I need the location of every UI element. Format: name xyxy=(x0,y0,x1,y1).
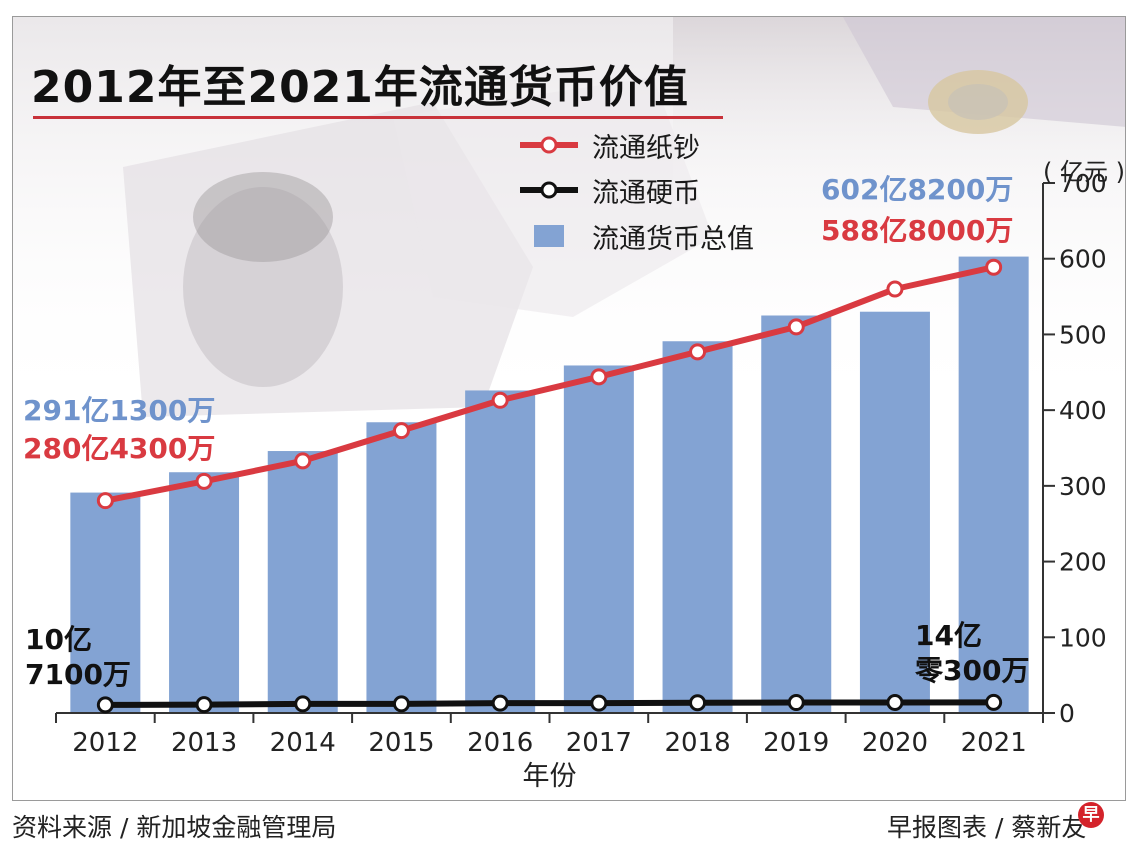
annotation-total-2021: 602亿8200万 xyxy=(821,173,1014,206)
title-underline xyxy=(33,116,723,119)
x-axis-title: 年份 xyxy=(523,761,577,792)
annotation-coins-2012-line2: 7100万 xyxy=(25,658,131,691)
notes-point-2012 xyxy=(96,492,114,510)
x-tick-label: 2021 xyxy=(961,728,1027,758)
x-tick-label: 2018 xyxy=(664,728,730,758)
x-tick-label: 2013 xyxy=(171,728,237,758)
coins-line xyxy=(105,699,994,708)
y-tick-label: 200 xyxy=(1059,548,1107,577)
legend-swatch-notes xyxy=(520,136,578,154)
legend-item-total: 流通货币总值 xyxy=(518,216,754,256)
notes-point-2016 xyxy=(491,391,509,409)
zaobao-logo: 早 xyxy=(1078,802,1104,828)
bar-2014 xyxy=(267,451,338,713)
bar-2021 xyxy=(958,256,1029,713)
legend-item-notes: 流通纸钞 xyxy=(518,125,700,165)
coins-point-2021 xyxy=(985,693,1003,711)
bar-2020 xyxy=(859,311,930,713)
annotation-notes-2021: 588亿8000万 xyxy=(821,214,1014,247)
chart-svg: 2012 2013 2014 2015 2016 2017 2018 2019 2020 2021… xyxy=(55,169,1107,792)
y-tick-label: 400 xyxy=(1059,396,1107,425)
coins-point-2016 xyxy=(491,694,509,712)
annotation-coins-2021-line1: 14亿 xyxy=(915,619,982,652)
coins-point-2019 xyxy=(787,694,805,712)
coins-point-2012 xyxy=(96,696,114,714)
chart-frame: 2012 2013 2014 2015 2016 2017 2018 2019 2020 2021… xyxy=(12,16,1126,801)
bar-2012 xyxy=(70,492,141,713)
x-tick-label: 2019 xyxy=(763,728,829,758)
x-tick-label: 2015 xyxy=(368,728,434,758)
y-tick-label: 600 xyxy=(1059,245,1107,274)
notes-point-2015 xyxy=(392,422,410,440)
x-tick-label: 2014 xyxy=(270,728,336,758)
legend-label-notes: 流通纸钞 xyxy=(592,132,700,164)
x-tick-label: 2012 xyxy=(72,728,138,758)
y-tick-label: 700 xyxy=(1059,169,1107,198)
legend-label-coins: 流通硬币 xyxy=(592,177,700,209)
y-tick-label: 300 xyxy=(1059,472,1107,501)
legend-label-total: 流通货币总值 xyxy=(592,223,754,255)
y-tick-label: 100 xyxy=(1059,623,1107,652)
x-tick-label: 2017 xyxy=(566,728,632,758)
notes-point-2020 xyxy=(886,280,904,298)
notes-point-2014 xyxy=(294,452,312,470)
coins-point-2018 xyxy=(689,694,707,712)
y-axis-unit-label: ( 亿元 ) xyxy=(1043,158,1125,186)
notes-point-2013 xyxy=(195,472,213,490)
coins-point-2013 xyxy=(195,696,213,714)
notes-point-2018 xyxy=(689,343,707,361)
legend-swatch-total xyxy=(534,225,564,247)
notes-point-2021 xyxy=(985,258,1003,276)
bar-2019 xyxy=(761,315,832,713)
coins-point-2017 xyxy=(590,694,608,712)
y-tick-label: 500 xyxy=(1059,320,1107,349)
source-note: 资料来源 / 新加坡金融管理局 xyxy=(12,813,337,842)
credit-note: 早报图表 / 蔡新友 xyxy=(887,813,1087,842)
annotation-notes-2012: 280亿4300万 xyxy=(23,432,216,465)
x-tick-label: 2016 xyxy=(467,728,533,758)
notes-line xyxy=(104,264,995,504)
notes-point-2017 xyxy=(590,368,608,386)
coins-point-2014 xyxy=(294,695,312,713)
annotation-coins-2021-line2: 零300万 xyxy=(915,654,1030,687)
bar-2013 xyxy=(169,472,240,713)
bar-2016 xyxy=(465,390,536,713)
y-tick-label: 0 xyxy=(1059,699,1075,728)
legend-swatch-coins xyxy=(520,181,578,199)
banknote-background-image xyxy=(13,17,1125,417)
bar-2017 xyxy=(563,365,634,713)
notes-point-2019 xyxy=(787,318,805,336)
annotation-total-2012: 291亿1300万 xyxy=(23,394,216,427)
x-tick-label: 2020 xyxy=(862,728,928,758)
annotation-coins-2012-line1: 10亿 xyxy=(25,623,92,656)
coins-point-2020 xyxy=(886,693,904,711)
bar-2015 xyxy=(366,422,437,713)
bar-2018 xyxy=(662,341,733,713)
coins-point-2015 xyxy=(392,695,410,713)
legend-item-coins: 流通硬币 xyxy=(518,170,700,210)
chart-title: 2012年至2021年流通货币价值 xyxy=(31,62,689,113)
